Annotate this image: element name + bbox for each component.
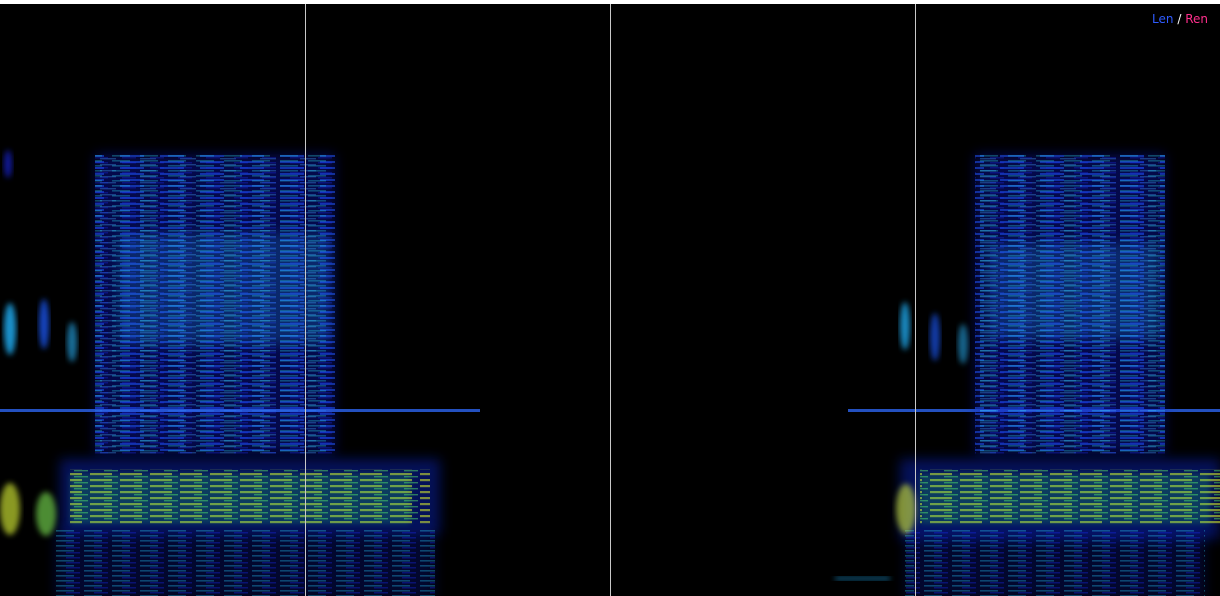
spectrogram-left-segment xyxy=(55,154,440,596)
spectrogram-canvas[interactable] xyxy=(0,4,1220,596)
time-marker-2[interactable] xyxy=(610,4,611,596)
tone-line-left xyxy=(0,409,480,412)
top-border xyxy=(0,0,1220,4)
spectrogram-left-blobs xyxy=(0,150,77,536)
legend-right-channel: Ren xyxy=(1185,12,1208,26)
spectrogram-right-segment xyxy=(835,154,1220,596)
legend-left-channel: Len xyxy=(1152,12,1174,26)
channel-legend: Len / Ren xyxy=(1152,12,1208,26)
legend-separator: / xyxy=(1177,12,1182,26)
time-marker-3[interactable] xyxy=(915,4,916,596)
time-marker-1[interactable] xyxy=(305,4,306,596)
